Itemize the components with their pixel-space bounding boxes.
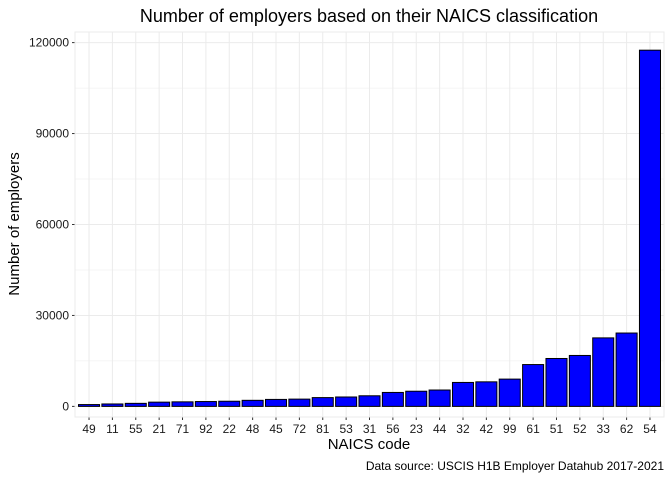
bar-55	[124, 402, 147, 407]
bar-45	[264, 398, 288, 407]
bar-31	[358, 395, 381, 407]
x-tick-label: 21	[152, 422, 166, 436]
bar-92	[194, 401, 217, 407]
x-tick-label: 99	[503, 422, 517, 436]
bar-51	[545, 357, 568, 407]
x-tick-label: 44	[433, 422, 447, 436]
bar-56	[381, 391, 404, 407]
x-tick-label: 54	[643, 422, 657, 436]
x-tick-label: 62	[620, 422, 634, 436]
bar-53	[335, 396, 358, 407]
x-tick-label: 32	[456, 422, 470, 436]
x-axis-ticks: 49 11 55 21 71 92 22 48 45 72 81 53 31 56 23 44 32 42 99 61…	[82, 417, 657, 436]
bar-81	[311, 397, 334, 407]
x-tick-label: 42	[480, 422, 494, 436]
y-tick-label: 0	[62, 399, 69, 413]
bar-99	[498, 378, 521, 407]
bar-61	[522, 364, 545, 407]
x-tick-label: 56	[386, 422, 400, 436]
x-axis-title: NAICS code	[328, 436, 411, 453]
x-tick-label: 51	[550, 422, 564, 436]
x-tick-label: 23	[410, 422, 424, 436]
x-tick-label: 45	[269, 422, 283, 436]
bar-52	[568, 354, 591, 407]
x-tick-label: 48	[246, 422, 260, 436]
bar-49	[78, 404, 101, 407]
x-tick-label: 49	[82, 422, 96, 436]
bar-32	[451, 381, 475, 407]
bar-42	[475, 381, 498, 407]
x-tick-label: 52	[573, 422, 587, 436]
bar-22	[218, 400, 241, 407]
plot-panel-border	[74, 31, 665, 418]
bar-71	[171, 401, 194, 407]
bar-54	[638, 49, 661, 407]
bar-44	[428, 389, 451, 407]
bar-62	[615, 332, 638, 407]
bar-48	[241, 399, 264, 407]
x-tick-label: 11	[106, 422, 119, 436]
x-tick-label: 61	[526, 422, 540, 436]
y-axis-ticks: 0 30000 60000 90000 120000	[29, 36, 75, 413]
y-tick-label: 60000	[36, 218, 70, 232]
y-tick-label: 90000	[36, 127, 70, 141]
bar-21	[148, 401, 171, 407]
x-tick-label: 53	[339, 422, 353, 436]
chart-caption: Data source: USCIS H1B Employer Datahub …	[366, 459, 664, 473]
bar-72	[288, 398, 311, 407]
x-tick-label: 71	[176, 422, 190, 436]
bar-33	[592, 337, 615, 407]
grid-lines	[75, 32, 664, 417]
x-tick-label: 92	[199, 422, 213, 436]
bar-11	[101, 403, 124, 407]
bars	[78, 49, 661, 407]
x-tick-label: 81	[316, 422, 330, 436]
y-tick-label: 120000	[29, 36, 69, 50]
x-tick-label: 55	[129, 422, 143, 436]
x-tick-label: 72	[293, 422, 307, 436]
bar-23	[405, 390, 428, 407]
x-tick-label: 22	[223, 422, 237, 436]
y-tick-label: 30000	[36, 308, 70, 322]
chart-title: Number of employers based on their NAICS…	[140, 6, 598, 26]
x-tick-label: 31	[363, 422, 377, 436]
y-axis-title: Number of employers	[6, 152, 23, 295]
x-tick-label: 33	[597, 422, 611, 436]
